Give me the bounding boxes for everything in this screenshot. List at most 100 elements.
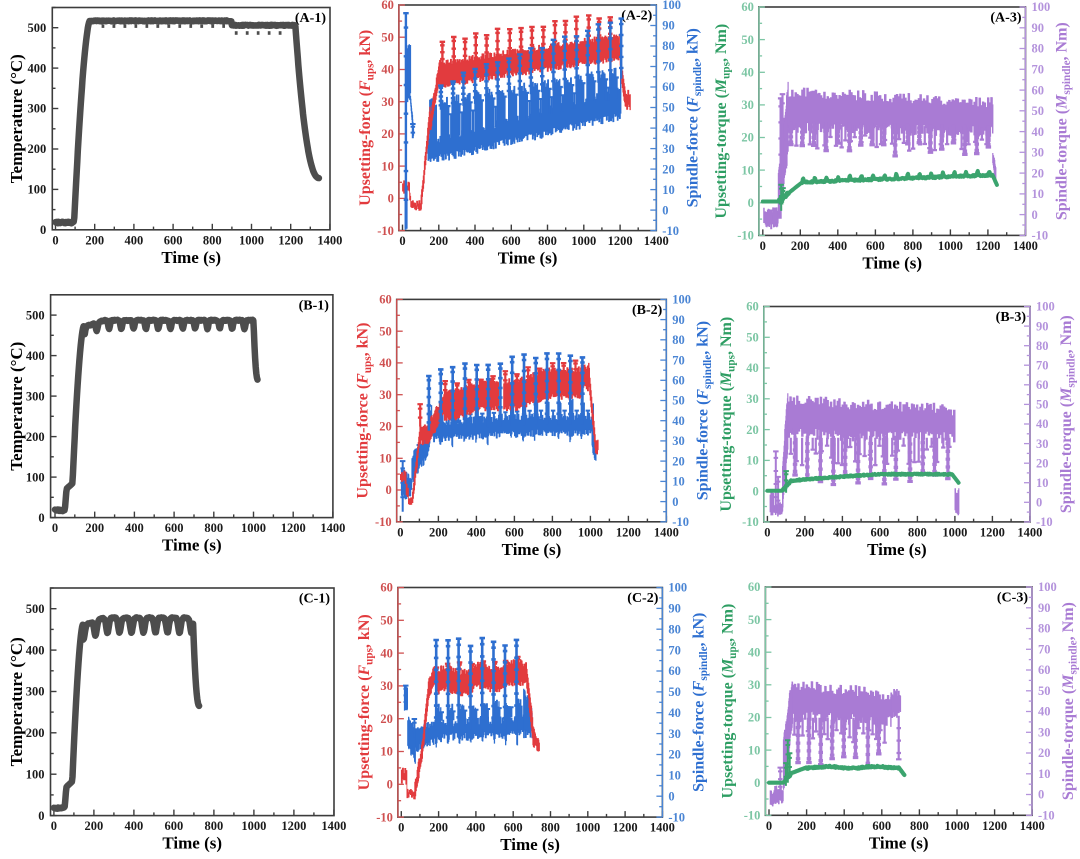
svg-text:800: 800 bbox=[538, 234, 557, 248]
svg-text:0: 0 bbox=[766, 819, 772, 833]
svg-text:90: 90 bbox=[1032, 21, 1045, 35]
svg-text:60: 60 bbox=[379, 293, 392, 307]
svg-text:30: 30 bbox=[381, 95, 394, 109]
svg-text:Time (s): Time (s) bbox=[869, 833, 929, 852]
svg-text:100: 100 bbox=[1032, 0, 1051, 14]
svg-text:40: 40 bbox=[1032, 125, 1045, 139]
svg-text:10: 10 bbox=[379, 452, 392, 466]
svg-text:-10: -10 bbox=[672, 515, 689, 529]
svg-text:30: 30 bbox=[746, 392, 759, 406]
svg-text:1200: 1200 bbox=[980, 525, 1005, 539]
svg-text:400: 400 bbox=[125, 521, 144, 535]
svg-text:Temperature (°C): Temperature (°C) bbox=[7, 54, 26, 183]
svg-text:60: 60 bbox=[1038, 663, 1051, 677]
svg-text:70: 70 bbox=[1032, 63, 1045, 77]
svg-text:10: 10 bbox=[741, 163, 754, 177]
svg-text:1000: 1000 bbox=[945, 819, 970, 833]
svg-text:1400: 1400 bbox=[654, 525, 679, 539]
svg-text:0: 0 bbox=[385, 483, 391, 497]
svg-text:40: 40 bbox=[746, 361, 759, 375]
svg-text:20: 20 bbox=[1032, 166, 1045, 180]
svg-text:1000: 1000 bbox=[241, 521, 266, 535]
svg-text:10: 10 bbox=[1036, 476, 1049, 490]
svg-text:(C-2): (C-2) bbox=[627, 591, 658, 606]
svg-text:10: 10 bbox=[662, 183, 675, 197]
svg-text:60: 60 bbox=[741, 0, 754, 14]
svg-text:40: 40 bbox=[1036, 417, 1049, 431]
svg-text:80: 80 bbox=[1036, 339, 1049, 353]
svg-text:0: 0 bbox=[662, 203, 668, 217]
svg-text:70: 70 bbox=[1038, 643, 1051, 657]
svg-text:-10: -10 bbox=[1036, 515, 1053, 529]
svg-text:200: 200 bbox=[797, 819, 816, 833]
svg-text:90: 90 bbox=[1038, 601, 1051, 615]
svg-text:(C-1): (C-1) bbox=[299, 592, 330, 607]
svg-text:Temperature (°C): Temperature (°C) bbox=[7, 342, 26, 471]
svg-text:80: 80 bbox=[672, 333, 685, 347]
svg-text:60: 60 bbox=[1036, 378, 1049, 392]
svg-text:200: 200 bbox=[85, 521, 104, 535]
svg-text:0: 0 bbox=[668, 789, 674, 803]
svg-text:60: 60 bbox=[381, 0, 394, 12]
svg-text:800: 800 bbox=[541, 821, 560, 835]
svg-text:(A-3): (A-3) bbox=[990, 11, 1021, 26]
svg-text:10: 10 bbox=[746, 454, 759, 468]
svg-text:300: 300 bbox=[26, 389, 45, 403]
svg-text:1000: 1000 bbox=[571, 234, 596, 248]
svg-text:0: 0 bbox=[397, 525, 403, 539]
svg-text:400: 400 bbox=[466, 234, 485, 248]
svg-text:1400: 1400 bbox=[320, 521, 345, 535]
svg-text:60: 60 bbox=[668, 664, 681, 678]
svg-text:1200: 1200 bbox=[608, 234, 633, 248]
svg-text:30: 30 bbox=[668, 727, 681, 741]
svg-text:50: 50 bbox=[672, 394, 685, 408]
svg-text:20: 20 bbox=[380, 712, 393, 726]
svg-text:1200: 1200 bbox=[975, 239, 1000, 253]
svg-text:20: 20 bbox=[741, 131, 754, 145]
svg-text:20: 20 bbox=[381, 127, 394, 141]
svg-text:1000: 1000 bbox=[575, 821, 600, 835]
svg-text:200: 200 bbox=[796, 525, 815, 539]
svg-text:40: 40 bbox=[379, 356, 392, 370]
svg-text:90: 90 bbox=[668, 602, 681, 616]
svg-text:50: 50 bbox=[1038, 684, 1051, 698]
svg-text:200: 200 bbox=[28, 142, 47, 156]
svg-text:400: 400 bbox=[467, 821, 486, 835]
svg-text:60: 60 bbox=[748, 580, 761, 594]
svg-text:800: 800 bbox=[204, 521, 223, 535]
svg-text:0: 0 bbox=[40, 223, 46, 237]
svg-text:20: 20 bbox=[379, 420, 392, 434]
svg-text:0: 0 bbox=[52, 233, 58, 247]
svg-text:10: 10 bbox=[672, 475, 685, 489]
svg-text:Spindle-torque (Mspindle, Nm): Spindle-torque (Mspindle, Nm) bbox=[1060, 602, 1080, 800]
svg-text:1200: 1200 bbox=[281, 819, 306, 833]
svg-text:60: 60 bbox=[746, 300, 759, 314]
svg-text:1000: 1000 bbox=[942, 525, 967, 539]
svg-text:0: 0 bbox=[760, 239, 766, 253]
svg-text:Time (s): Time (s) bbox=[162, 834, 222, 853]
svg-text:0: 0 bbox=[399, 234, 405, 248]
svg-text:Time (s): Time (s) bbox=[500, 835, 560, 854]
svg-text:20: 20 bbox=[662, 162, 675, 176]
svg-text:-10: -10 bbox=[668, 810, 685, 824]
svg-text:1000: 1000 bbox=[578, 525, 603, 539]
svg-text:400: 400 bbox=[125, 233, 144, 247]
svg-text:200: 200 bbox=[85, 819, 104, 833]
svg-text:600: 600 bbox=[165, 521, 184, 535]
svg-text:600: 600 bbox=[165, 819, 184, 833]
svg-text:1400: 1400 bbox=[1020, 819, 1045, 833]
svg-text:Spindle-force (Fspindle, kN): Spindle-force (Fspindle, kN) bbox=[684, 28, 704, 207]
svg-text:30: 30 bbox=[662, 142, 675, 156]
svg-text:0: 0 bbox=[753, 484, 759, 498]
svg-text:70: 70 bbox=[1036, 358, 1049, 372]
svg-text:40: 40 bbox=[672, 414, 685, 428]
svg-text:200: 200 bbox=[429, 234, 448, 248]
svg-text:0: 0 bbox=[52, 521, 58, 535]
svg-text:10: 10 bbox=[380, 745, 393, 759]
svg-text:50: 50 bbox=[748, 613, 761, 627]
svg-text:20: 20 bbox=[1036, 456, 1049, 470]
svg-text:Upsetting-force (Fups, kN): Upsetting-force (Fups, kN) bbox=[355, 323, 375, 499]
svg-text:Upsetting-torque (Mups, Nm): Upsetting-torque (Mups, Nm) bbox=[719, 604, 739, 799]
svg-text:30: 30 bbox=[748, 678, 761, 692]
svg-text:500: 500 bbox=[28, 21, 47, 35]
